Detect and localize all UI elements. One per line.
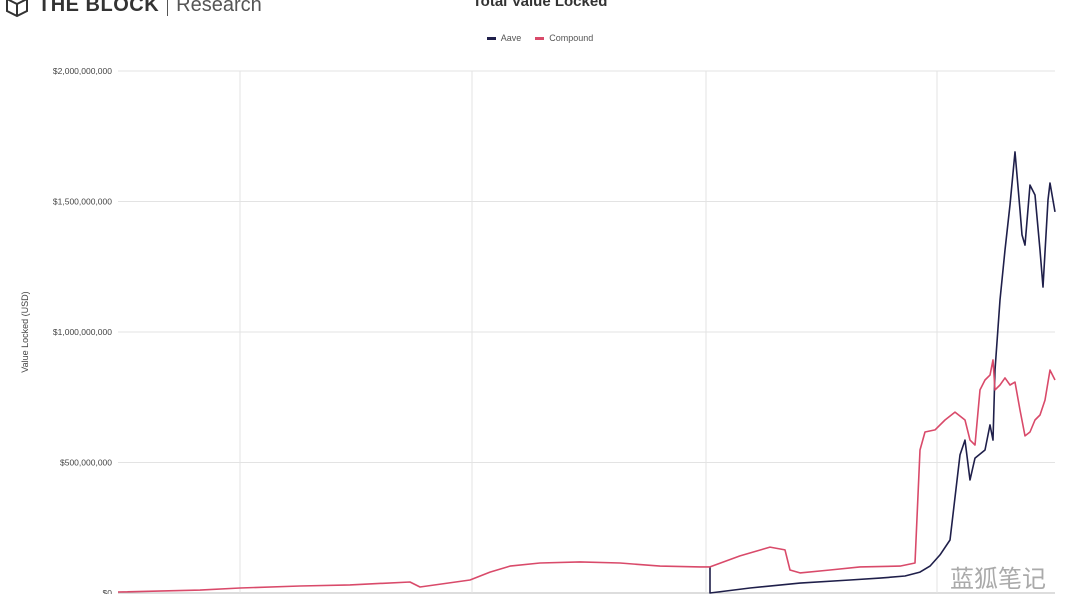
legend-item-compound[interactable]: Compound xyxy=(535,33,593,43)
chart-title: Total Value Locked xyxy=(472,0,608,10)
legend-swatch-aave xyxy=(486,36,496,40)
legend-swatch-compound xyxy=(535,36,545,40)
series-line-compound xyxy=(117,359,1056,593)
y-tick-label: $500,000,000 xyxy=(60,458,112,468)
series-line-aave xyxy=(709,151,1056,594)
legend-label-aave: Aave xyxy=(500,33,522,43)
y-tick-label: $1,000,000,000 xyxy=(53,327,112,337)
logo-sub: Research xyxy=(176,0,262,16)
logo-brand: THE BLOCK xyxy=(38,0,160,16)
cube-logo-icon xyxy=(6,0,28,18)
y-tick-label: $1,500,000,000 xyxy=(53,197,112,207)
legend-item-aave[interactable]: Aave xyxy=(486,33,522,43)
logo: THE BLOCK Research xyxy=(4,0,262,18)
y-tick-label: $0 xyxy=(103,588,113,594)
legend-label-compound: Compound xyxy=(549,33,594,43)
y-tick-label: $2,000,000,000 xyxy=(53,66,112,76)
logo-separator xyxy=(167,0,169,16)
watermark: 蓝狐笔记 xyxy=(950,565,1046,593)
legend: Aave Compound xyxy=(0,33,1080,43)
y-axis-label: Value Locked (USD) xyxy=(20,291,30,372)
